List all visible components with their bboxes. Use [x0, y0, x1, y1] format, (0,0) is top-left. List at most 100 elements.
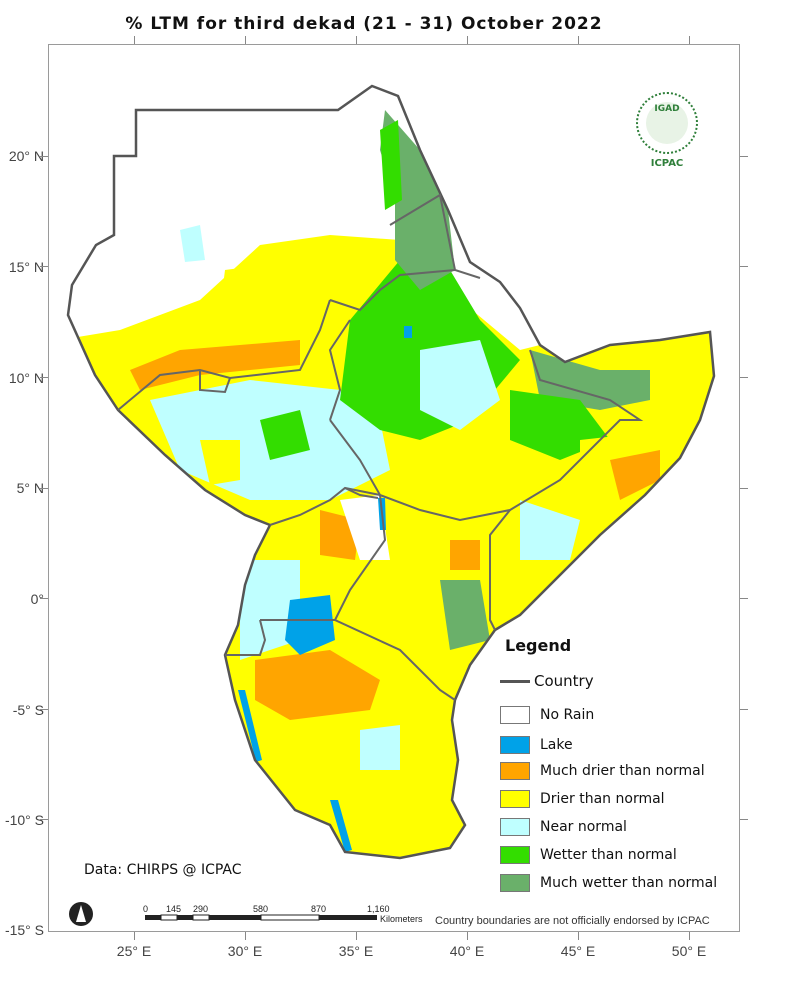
tick: [689, 932, 690, 940]
tick: [740, 156, 748, 157]
legend-label: No Rain: [540, 707, 595, 723]
legend-label: Drier than normal: [540, 791, 665, 807]
tick: [40, 819, 48, 820]
lat-label-20n: 20° N: [8, 148, 44, 164]
tick: [740, 488, 748, 489]
boundary-ethiopia-south: [329, 349, 644, 522]
boundary-sudan-ethiopia: [329, 269, 456, 312]
boundary-rwanda-burundi: [225, 619, 267, 656]
lake-victoria: [285, 595, 335, 655]
much-drier-tanzania: [255, 650, 380, 720]
scale-unit: Kilometers: [380, 914, 423, 924]
lat-label-15s: -15° S: [4, 922, 44, 938]
logo-icpac-text: ICPAC: [650, 158, 684, 169]
legend-swatch: [500, 818, 530, 836]
scale-seg: [177, 915, 193, 920]
lat-label-5s: -5° S: [12, 702, 44, 718]
legend-label: Much wetter than normal: [540, 875, 718, 891]
lake-tana: [404, 326, 412, 338]
drier-patch: [200, 440, 240, 485]
tick: [40, 598, 48, 599]
lon-label-45e: 45° E: [560, 943, 596, 959]
boundary-kenya-somalia: [489, 509, 511, 631]
legend-label: Near normal: [540, 819, 627, 835]
lon-label-40e: 40° E: [449, 943, 485, 959]
map-title: % LTM for third dekad (21 - 31) October …: [125, 14, 603, 34]
tick: [740, 598, 748, 599]
tick: [578, 932, 579, 940]
lon-label-30e: 30° E: [227, 943, 263, 959]
scale-tick-580: 580: [253, 904, 269, 914]
near-normal-west: [240, 560, 300, 660]
scale-seg: [160, 914, 178, 921]
legend-label: Wetter than normal: [540, 847, 677, 863]
country-line-swatch: [500, 680, 530, 683]
logo-igad-text: IGAD: [654, 104, 680, 114]
near-normal-ethiopia: [420, 340, 500, 430]
no-rain-patch: [340, 495, 390, 560]
logo-ring: [636, 92, 698, 154]
wetter-patch: [260, 410, 310, 460]
tick: [467, 932, 468, 940]
tick: [740, 266, 748, 267]
legend-label: Lake: [540, 737, 573, 753]
legend-swatch: [500, 874, 530, 892]
scale-tick-145: 145: [166, 904, 182, 914]
lat-label-10s: -10° S: [4, 812, 44, 828]
tick: [40, 709, 48, 710]
tick: [40, 488, 48, 489]
lat-label-15n: 15° N: [8, 259, 44, 275]
tick: [356, 36, 357, 44]
north-arrow-head: [76, 905, 86, 922]
tick: [134, 932, 135, 940]
scale-seg: [319, 915, 377, 920]
legend-swatch: [500, 790, 530, 808]
country-boundaries: [117, 193, 644, 701]
wetter-patch: [380, 120, 402, 210]
scale-seg: [260, 914, 320, 921]
near-normal-kenya-east: [520, 500, 580, 560]
lake-malawi: [330, 800, 352, 852]
lat-label-0: 0°: [30, 591, 44, 607]
much-wetter-kenya: [440, 580, 490, 650]
legend-swatch: [500, 706, 530, 724]
legend-title: Legend: [505, 636, 572, 655]
tick: [356, 932, 357, 940]
much-drier-somalia: [610, 450, 660, 500]
tick: [40, 266, 48, 267]
lon-label-50e: 50° E: [671, 943, 707, 959]
scale-seg: [209, 915, 261, 920]
tick: [740, 709, 748, 710]
legend-country-label: Country: [534, 672, 594, 690]
tick: [740, 819, 748, 820]
tick: [245, 36, 246, 44]
legend-country: Country: [500, 672, 594, 690]
tick: [740, 377, 748, 378]
much-wetter-somaliland: [530, 350, 650, 410]
legend-swatch: [500, 736, 530, 754]
much-drier-patch: [450, 540, 480, 570]
north-arrow-icon: [69, 902, 93, 926]
boundary-ethiopia-west: [328, 319, 351, 421]
legend-label: Much drier than normal: [540, 763, 705, 779]
scale-tick-290: 290: [193, 904, 209, 914]
legend-swatch: [500, 762, 530, 780]
disclaimer: Country boundaries are not officially en…: [435, 915, 710, 927]
scale-tick-1160: 1,160: [367, 904, 390, 914]
tick: [245, 932, 246, 940]
boundary-south-sudan-uganda: [269, 486, 381, 526]
igad-icpac-logo: IGAD ICPAC: [632, 92, 702, 178]
lon-label-35e: 35° E: [338, 943, 374, 959]
lat-label-10n: 10° N: [8, 370, 44, 386]
data-credit: Data: CHIRPS @ ICPAC: [84, 862, 242, 878]
tick: [467, 36, 468, 44]
lat-label-5n: 5° N: [16, 480, 44, 496]
boundary-ilemi: [344, 487, 379, 499]
region-outline: [66, 84, 716, 860]
much-drier-band: [130, 340, 300, 390]
tick: [40, 156, 48, 157]
tick: [578, 36, 579, 44]
lon-label-25e: 25° E: [116, 943, 152, 959]
